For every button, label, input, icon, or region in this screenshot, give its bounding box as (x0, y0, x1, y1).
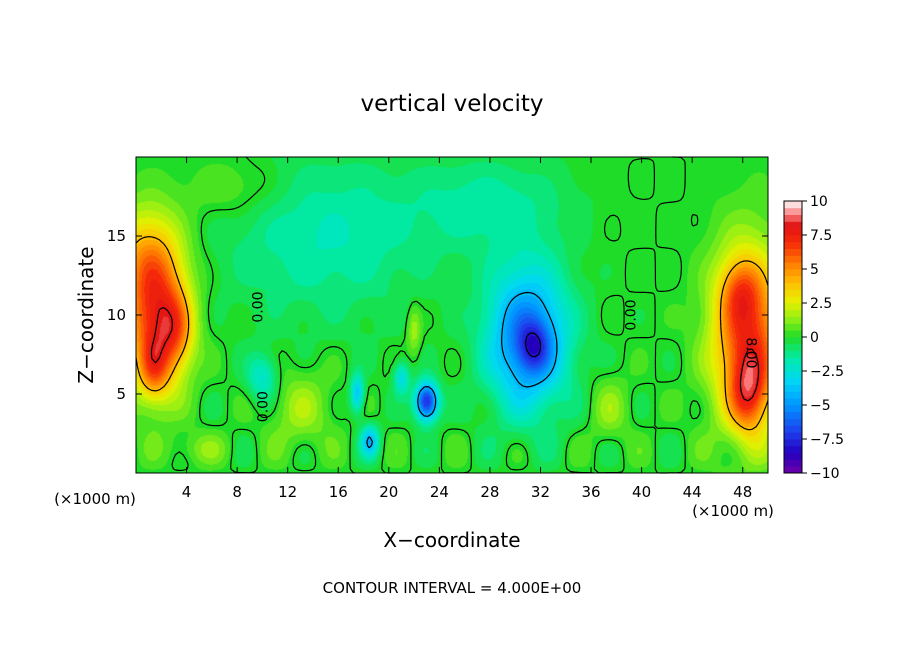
colorbar-ticks: 10 7.5 5 2.5 0 −2.5 −5 −7.5 −10 (802, 194, 844, 482)
colorbar-band (784, 384, 802, 392)
x-tick-label: 16 (329, 483, 348, 501)
contour-labels: 0.00 0.00 0.00 8.00 (250, 292, 758, 423)
x-tick-label: 44 (683, 483, 702, 501)
colorbar-band (784, 439, 802, 447)
colorbar-band (784, 214, 802, 222)
contour-line-neg8 (525, 332, 542, 358)
colorbar-band (784, 201, 802, 209)
colorbar-tick-label: −7.5 (810, 432, 844, 448)
colorbar-band (784, 425, 802, 433)
colorbar-band (784, 330, 802, 338)
colorbar-tick-label: 10 (810, 194, 828, 210)
contour-label: 0.00 (250, 292, 266, 323)
colorbar-tick-label: 5 (810, 262, 819, 278)
colorbar-bands (784, 201, 802, 474)
colorbar-band (784, 452, 802, 460)
y-tick-label: 5 (116, 385, 126, 403)
colorbar-band (784, 241, 802, 249)
colorbar-band (784, 411, 802, 419)
colorbar-band (784, 289, 802, 297)
colorbar-tick-label: 0 (810, 330, 819, 346)
colorbar-tick-label: −10 (810, 466, 840, 482)
colorbar-band (784, 459, 802, 467)
colorbar-tick-label: 2.5 (810, 296, 832, 312)
x-axis-unit: (×1000 m) (692, 502, 774, 520)
colorbar-band (784, 398, 802, 406)
y-axis-unit: (×1000 m) (54, 490, 136, 508)
colorbar-band (784, 207, 802, 215)
y-tick-label: 10 (107, 306, 126, 324)
plot-area (135, 156, 769, 474)
y-axis-ticks: 5 10 15 (107, 227, 768, 403)
x-tick-label: 4 (182, 483, 192, 501)
x-tick-label: 32 (531, 483, 550, 501)
colorbar-band (784, 357, 802, 365)
colorbar-band (784, 248, 802, 256)
colorbar-tick-label: −5 (810, 398, 831, 414)
x-axis-title: X−coordinate (383, 528, 520, 552)
contour-lines (135, 156, 769, 474)
contour-interval-note: CONTOUR INTERVAL = 4.000E+00 (323, 579, 582, 597)
contour-label: 0.00 (623, 299, 639, 330)
colorbar-band (784, 228, 802, 236)
colorbar-band (784, 309, 802, 317)
colorbar-band (784, 364, 802, 372)
contour-line-4 (135, 236, 769, 431)
contour-label: 0.00 (255, 391, 271, 422)
colorbar-band (784, 282, 802, 290)
x-tick-label: 36 (581, 483, 600, 501)
colorbar-band (784, 221, 802, 229)
colorbar-band (784, 377, 802, 385)
colorbar-band (784, 255, 802, 263)
colorbar-band (784, 343, 802, 351)
x-tick-label: 48 (733, 483, 752, 501)
x-tick-label: 40 (632, 483, 651, 501)
colorbar-band (784, 337, 802, 345)
colorbar: 10 7.5 5 2.5 0 −2.5 −5 −7.5 −10 (783, 194, 844, 482)
colorbar-band (784, 269, 802, 277)
x-tick-label: 28 (480, 483, 499, 501)
contour-line-8 (150, 307, 760, 402)
colorbar-band (784, 262, 802, 270)
contour-line-neg4 (366, 291, 558, 449)
colorbar-band (784, 445, 802, 453)
colorbar-band (784, 350, 802, 358)
y-tick-label: 15 (107, 227, 126, 245)
colorbar-band (784, 466, 802, 474)
chart-title: vertical velocity (361, 91, 544, 117)
x-axis-ticks: 4 8 12 16 20 24 28 32 36 40 44 48 (182, 157, 752, 501)
y-axis-title: Z−coordinate (74, 246, 98, 383)
x-tick-label: 24 (430, 483, 449, 501)
colorbar-band (784, 432, 802, 440)
colorbar-band (784, 275, 802, 283)
colorbar-band (784, 418, 802, 426)
colorbar-band (784, 405, 802, 413)
colorbar-band (784, 235, 802, 243)
heatmap-field (136, 157, 768, 473)
contour-label: 8.00 (743, 337, 759, 368)
x-tick-label: 12 (278, 483, 297, 501)
colorbar-band (784, 371, 802, 379)
colorbar-band (784, 323, 802, 331)
colorbar-band (784, 303, 802, 311)
colorbar-tick-label: 7.5 (810, 228, 832, 244)
x-tick-label: 20 (379, 483, 398, 501)
x-tick-label: 8 (232, 483, 242, 501)
colorbar-band (784, 296, 802, 304)
colorbar-tick-label: −2.5 (810, 364, 844, 380)
colorbar-band (784, 316, 802, 324)
colorbar-band (784, 391, 802, 399)
